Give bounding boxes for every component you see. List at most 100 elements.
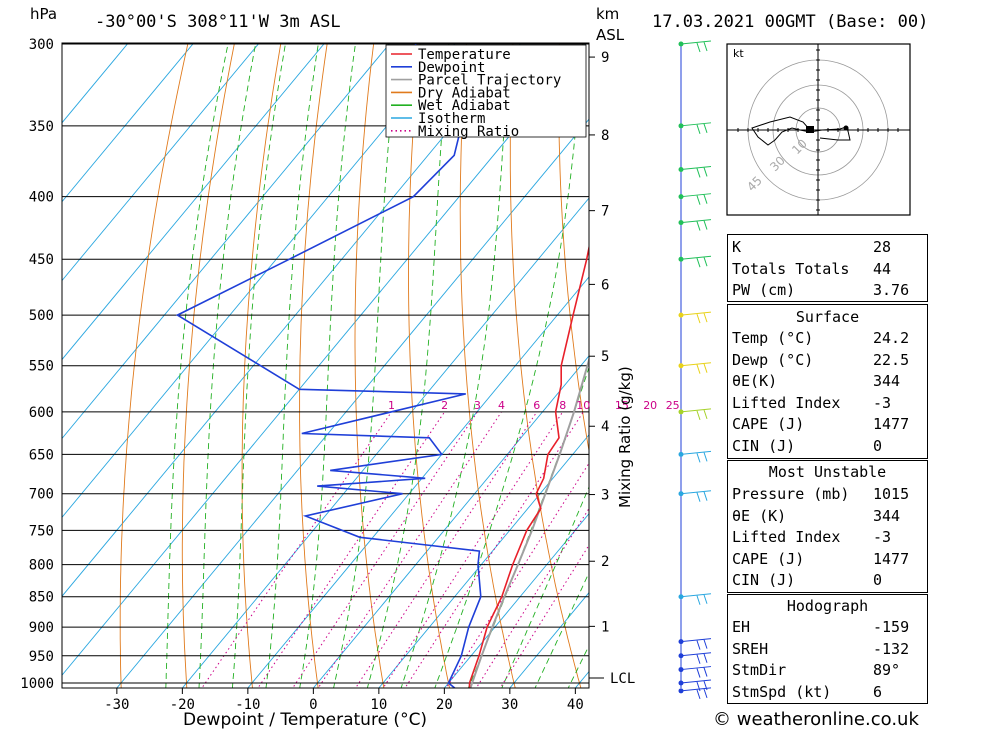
table-row: StmSpd (kt) 6 [732,681,923,703]
mixing-ratio-line [201,411,392,688]
isotherm-line [0,0,11,709]
wind-barb [680,666,712,678]
wind-barb [680,490,712,502]
wind-barb [680,255,712,268]
table-row: CAPE (J) 1477 [732,413,923,435]
table-row-value: 6 [873,682,883,701]
mixing-ratio-line [445,462,589,688]
dry-adiabat-line [558,43,589,454]
km-tick-label: 4 [601,419,609,435]
mixing-ratio-label: 15 [615,399,629,412]
lcl-label: LCL [610,671,635,687]
pressure-tick-label: 700 [29,487,54,503]
wind-barb [680,193,712,205]
table-row: Totals Totals 44 [732,258,923,280]
mixing-ratio-line [499,544,589,688]
isotherm-line [247,276,589,688]
table-row: PW (cm) 3.76 [732,279,923,301]
wet-adiabat-line [299,43,356,688]
table-row: CIN (J) 0 [732,569,923,591]
temperature-tick-label: -10 [235,697,260,713]
legend-entry: Parcel Trajectory [418,73,561,89]
dry-adiabat-line [354,43,385,688]
wind-barbs [678,40,712,700]
mixing-ratio-label: 1 [388,399,395,412]
footer-credit[interactable]: © weatheronline.co.uk [713,709,919,730]
wet-adiabat-line [333,43,399,688]
temperature-tick-label: 20 [436,697,453,713]
temperature-tick-label: 40 [567,697,584,713]
table-row-value: 24.2 [873,329,910,347]
temperature-line [468,243,589,688]
wind-barb [680,219,712,231]
table-row: K 28 [732,236,923,258]
table-row-key: θE(K) [732,372,778,391]
table-row-key: Totals Totals [732,259,850,278]
pressure-tick-label: 350 [29,119,54,135]
km-tick-label: 6 [601,277,609,293]
legend-entry: Dry Adiabat [418,85,511,101]
isotherm-line [62,43,195,203]
km-tick-label: 7 [601,204,609,220]
wind-barb [680,311,712,324]
km-unit-label: km [596,5,619,23]
table-row-key: EH [732,618,751,636]
wind-barb [680,40,712,53]
mixing-ratio-line [354,411,538,688]
mixing-ratio-label: 10 [576,399,590,412]
wind-barb [680,165,712,178]
legend-entry: Dewpoint [418,60,485,76]
wet-adiabat-line [198,43,257,688]
dry-adiabat-line [181,43,235,688]
plot-frame [61,42,590,689]
km-ticks: 1 2 3 4 5 6 7 8 9 LCL [589,50,635,687]
wind-barb [680,450,712,463]
mixing-ratio-line [382,411,564,688]
table-row-key: θE (K) [732,506,787,525]
table-row: StmDir 89° [732,659,923,681]
pressure-tick-label: 900 [29,620,54,636]
pressure-tick-label: 500 [29,308,54,324]
table-row-key: CIN (J) [732,437,796,455]
hodograph-table-title: Hodograph [786,597,869,615]
table-row: CAPE (J) 1477 [732,548,923,570]
temperature-tick-label: 30 [501,697,518,713]
wind-barb [680,362,712,374]
temperature-ticks: -30 -20 -10 0 10 20 30 40 [104,688,584,713]
table-row-key: CAPE (J) [732,549,805,568]
pressure-tick-label: 1000 [20,676,54,692]
km-tick-label: 1 [601,619,609,635]
table-row-key: Pressure (mb) [732,485,850,503]
datetime-title: 17.03.2021 00GMT (Base: 00) [652,12,928,32]
table-row-value: 28 [873,238,892,256]
isotherm-line [378,434,589,688]
isotherm-line [312,355,589,688]
isotherm-line [62,43,64,45]
legend-entry: Isotherm [418,111,485,127]
surface-panel: Surface Temp (°C) 24.2 Dewp (°C) 22.5 θE(K) 3… [727,304,928,459]
legend-box [385,44,587,138]
dewpoint-line [175,43,482,688]
isotherm-line [116,118,589,688]
km-tick-label: 5 [601,349,609,365]
table-row: SREH -132 [732,638,923,660]
wind-barb [680,122,712,134]
mixing-ratio-lines [201,411,589,688]
table-row: EH -159 [732,616,923,638]
table-row: Lifted Index -3 [732,526,923,548]
pressure-tick-label: 300 [29,37,54,53]
table-row-value: 22.5 [873,350,910,369]
table-row-value: 1015 [873,485,910,503]
isotherm-line [181,197,589,688]
mixing-ratio-axis-label: Mixing Ratio (g/kg) [616,366,634,508]
legend-entry: Mixing Ratio [418,124,519,140]
temperature-tick-label: -30 [104,697,129,713]
table-row-key: CAPE (J) [732,415,805,434]
table-row-value: 344 [873,372,901,391]
pressure-tick-label: 950 [29,649,54,665]
table-row: Dewp (°C) 22.5 [732,349,923,371]
mixing-ratio-labels: 1 2 3 4 6 8 10 15 20 25 [388,399,680,412]
table-row: Lifted Index -3 [732,392,923,414]
